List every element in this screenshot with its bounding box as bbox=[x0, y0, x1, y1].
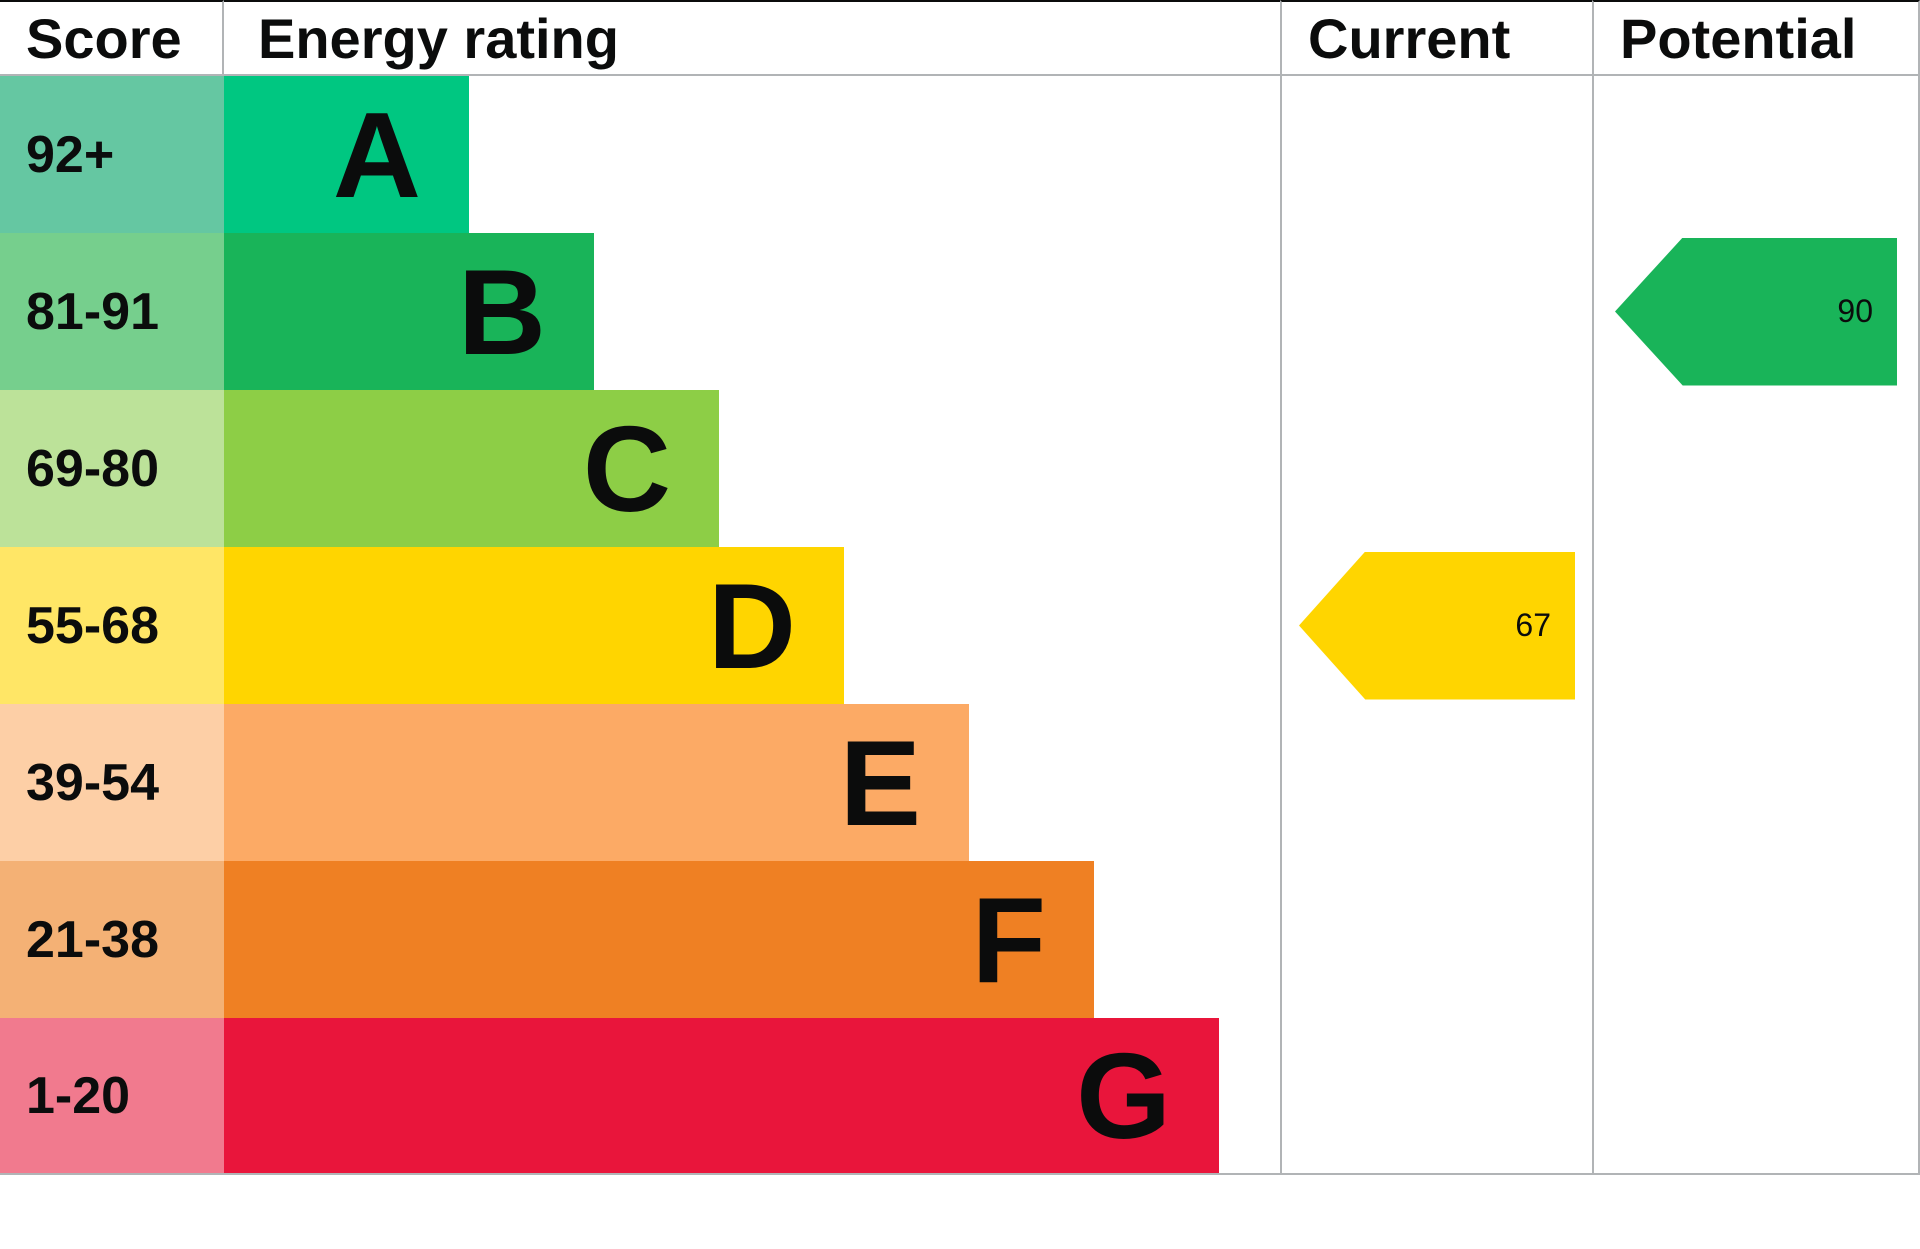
potential-cell-e bbox=[1592, 704, 1920, 861]
rating-bar-e: E bbox=[224, 704, 969, 861]
bar-cell-c: C bbox=[224, 390, 1280, 547]
potential-rating-arrow: 90 bbox=[1615, 237, 1897, 386]
bar-cell-b: B bbox=[224, 233, 1280, 390]
band-row-e: 39-54 E bbox=[0, 704, 1920, 861]
bar-cell-d: D bbox=[224, 547, 1280, 704]
score-cell-f: 21-38 bbox=[0, 861, 224, 1018]
rating-bar-b: B bbox=[224, 233, 594, 390]
current-cell-c bbox=[1280, 390, 1592, 547]
current-header: Current bbox=[1280, 0, 1592, 76]
rating-bar-g: G bbox=[224, 1018, 1219, 1173]
score-header: Score bbox=[0, 0, 224, 76]
score-cell-a: 92+ bbox=[0, 76, 224, 233]
band-row-f: 21-38 F bbox=[0, 861, 1920, 1018]
rating-letter-e: E bbox=[839, 714, 921, 851]
potential-cell-c bbox=[1592, 390, 1920, 547]
rating-letter-d: D bbox=[707, 557, 796, 694]
rating-bar-a: A bbox=[224, 76, 469, 233]
potential-cell-f bbox=[1592, 861, 1920, 1018]
rating-letter-g: G bbox=[1076, 1027, 1171, 1164]
potential-cell-b: 90 bbox=[1592, 233, 1920, 390]
header-row: Score Energy rating Current Potential bbox=[0, 0, 1920, 76]
rating-letter-a: A bbox=[332, 86, 421, 223]
current-cell-e bbox=[1280, 704, 1592, 861]
score-cell-b: 81-91 bbox=[0, 233, 224, 390]
current-cell-f bbox=[1280, 861, 1592, 1018]
band-row-b: 81-91 B 90 bbox=[0, 233, 1920, 390]
bar-cell-e: E bbox=[224, 704, 1280, 861]
rating-bar-f: F bbox=[224, 861, 1094, 1018]
rating-bar-d: D bbox=[224, 547, 844, 704]
score-cell-c: 69-80 bbox=[0, 390, 224, 547]
current-cell-g bbox=[1280, 1018, 1592, 1175]
potential-cell-g bbox=[1592, 1018, 1920, 1175]
potential-cell-d bbox=[1592, 547, 1920, 704]
rating-letter-c: C bbox=[582, 400, 671, 537]
current-value: 67 bbox=[1515, 607, 1551, 643]
potential-header: Potential bbox=[1592, 0, 1920, 76]
band-row-g: 1-20 G bbox=[0, 1018, 1920, 1175]
rating-bar-c: C bbox=[224, 390, 719, 547]
current-cell-d: 67 bbox=[1280, 547, 1592, 704]
potential-value: 90 bbox=[1837, 293, 1873, 329]
score-cell-d: 55-68 bbox=[0, 547, 224, 704]
band-row-a: 92+ A bbox=[0, 76, 1920, 233]
current-cell-b bbox=[1280, 233, 1592, 390]
potential-cell-a bbox=[1592, 76, 1920, 233]
energy-rating-header: Energy rating bbox=[224, 0, 1280, 76]
band-row-c: 69-80 C bbox=[0, 390, 1920, 547]
current-rating-arrow: 67 bbox=[1299, 551, 1575, 700]
bar-cell-f: F bbox=[224, 861, 1280, 1018]
bar-cell-g: G bbox=[224, 1018, 1280, 1175]
bar-cell-a: A bbox=[224, 76, 1280, 233]
current-cell-a bbox=[1280, 76, 1592, 233]
score-cell-e: 39-54 bbox=[0, 704, 224, 861]
rating-letter-f: F bbox=[971, 871, 1046, 1008]
rating-letter-b: B bbox=[457, 243, 546, 380]
band-row-d: 55-68 D 67 bbox=[0, 547, 1920, 704]
score-cell-g: 1-20 bbox=[0, 1018, 224, 1175]
